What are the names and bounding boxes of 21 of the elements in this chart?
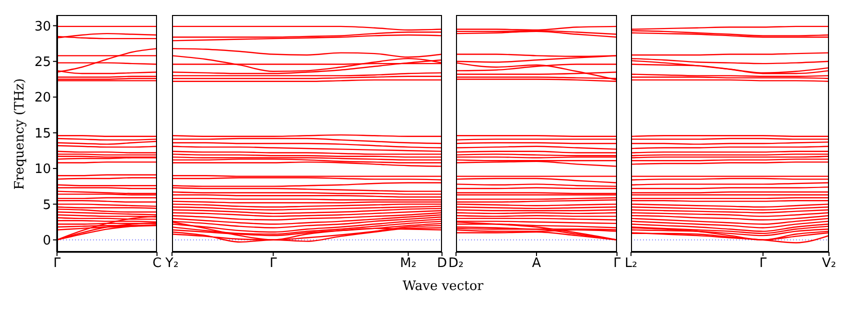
y-tick-label: 15: [34, 126, 51, 142]
x-axis-title: Wave vector: [402, 279, 484, 294]
x-tick-label: D₂: [448, 256, 464, 272]
y-tick-label: 5: [42, 198, 51, 213]
x-tick-label: L₂: [624, 256, 638, 272]
x-tick-label: Γ: [613, 256, 622, 272]
x-tick-label: M₂: [400, 256, 416, 272]
y-tick-label: 20: [34, 90, 51, 106]
x-tick-label: D: [436, 256, 448, 272]
y-tick-label: 10: [34, 162, 51, 178]
y-tick-label: 25: [34, 55, 51, 70]
x-tick-label: Γ: [53, 256, 62, 272]
y-tick-label: 30: [34, 19, 51, 34]
x-tick-label: V₂: [822, 256, 836, 272]
x-tick-label: Y₂: [164, 256, 179, 272]
x-tick-label: A: [532, 256, 542, 272]
x-tick-label: Γ: [759, 256, 768, 272]
y-tick-label: 0: [42, 233, 51, 248]
y-axis-title: Frequency (THz): [12, 78, 28, 190]
x-tick-label: Γ: [270, 256, 278, 272]
x-tick-label: C: [152, 256, 162, 272]
